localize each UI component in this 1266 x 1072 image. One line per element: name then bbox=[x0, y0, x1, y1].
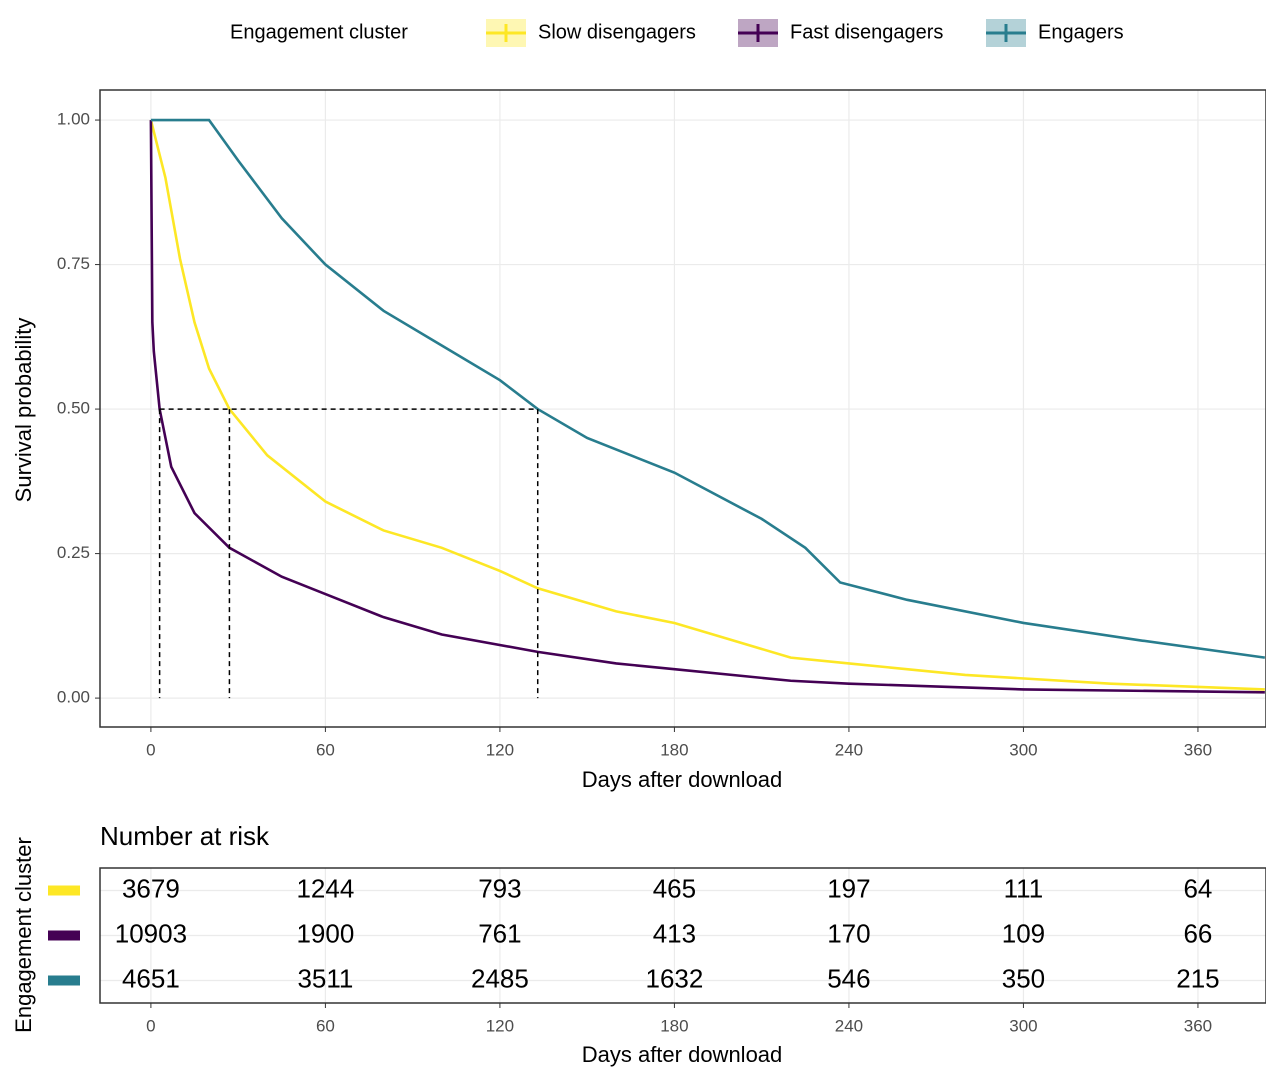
risk-count: 109 bbox=[1002, 918, 1045, 948]
risk-count: 10903 bbox=[115, 918, 187, 948]
risk-count: 64 bbox=[1183, 873, 1212, 903]
x-tick-label: 360 bbox=[1184, 740, 1212, 759]
risk-count: 4651 bbox=[122, 963, 180, 993]
row-swatch bbox=[48, 885, 80, 896]
x-tick-label: 60 bbox=[316, 1016, 335, 1035]
x-tick-label: 0 bbox=[146, 1016, 155, 1035]
x-tick-label: 360 bbox=[1184, 1016, 1212, 1035]
x-tick-label: 120 bbox=[486, 740, 514, 759]
y-tick-label: 0.00 bbox=[57, 688, 90, 707]
x-tick-label: 180 bbox=[660, 1016, 688, 1035]
risk-count: 3511 bbox=[297, 963, 353, 993]
risk-count: 1900 bbox=[296, 918, 354, 948]
risk-count: 2485 bbox=[471, 963, 529, 993]
table-title: Number at risk bbox=[100, 821, 270, 851]
x-axis-title: Days after download bbox=[582, 767, 783, 792]
table-border bbox=[99, 867, 1266, 1004]
risk-count: 197 bbox=[827, 873, 870, 903]
risk-count: 413 bbox=[653, 918, 696, 948]
survival-curve bbox=[149, 120, 1265, 694]
risk-count: 465 bbox=[653, 873, 696, 903]
y-tick-label: 0.75 bbox=[57, 254, 90, 273]
x-tick-label: 120 bbox=[486, 1016, 514, 1035]
risk-count: 1632 bbox=[645, 963, 703, 993]
risk-count: 66 bbox=[1183, 918, 1212, 948]
x-tick-label: 180 bbox=[660, 740, 688, 759]
y-axis-title: Survival probability bbox=[11, 318, 36, 503]
plot-border bbox=[99, 89, 1266, 728]
row-swatch bbox=[48, 930, 80, 941]
risk-count: 111 bbox=[1004, 873, 1044, 903]
x-tick-label: 240 bbox=[835, 740, 863, 759]
legend-label: Fast disengagers bbox=[790, 21, 943, 43]
y-tick-label: 0.25 bbox=[57, 543, 90, 562]
legend-title: Engagement cluster bbox=[230, 21, 408, 43]
row-swatch bbox=[48, 975, 80, 986]
y-tick-label: 0.50 bbox=[57, 399, 90, 418]
risk-count: 546 bbox=[827, 963, 870, 993]
survival-curve bbox=[149, 119, 1265, 691]
risk-count: 170 bbox=[827, 918, 870, 948]
risk-count: 761 bbox=[478, 918, 521, 948]
legend-label: Slow disengagers bbox=[538, 21, 696, 43]
x-tick-label: 240 bbox=[835, 1016, 863, 1035]
risk-count: 3679 bbox=[122, 873, 180, 903]
risk-count: 1244 bbox=[296, 873, 354, 903]
risk-count: 350 bbox=[1002, 963, 1045, 993]
x-tick-label: 60 bbox=[316, 740, 335, 759]
risk-count: 793 bbox=[478, 873, 521, 903]
x-tick-label: 300 bbox=[1009, 740, 1037, 759]
table-x-axis-title: Days after download bbox=[582, 1042, 783, 1067]
survival-curve bbox=[150, 118, 1266, 659]
x-tick-label: 0 bbox=[146, 740, 155, 759]
risk-count: 215 bbox=[1176, 963, 1219, 993]
x-tick-label: 300 bbox=[1009, 1016, 1037, 1035]
y-tick-label: 1.00 bbox=[57, 110, 90, 129]
table-y-axis-title: Engagement cluster bbox=[11, 837, 36, 1033]
legend-label: Engagers bbox=[1038, 21, 1124, 43]
